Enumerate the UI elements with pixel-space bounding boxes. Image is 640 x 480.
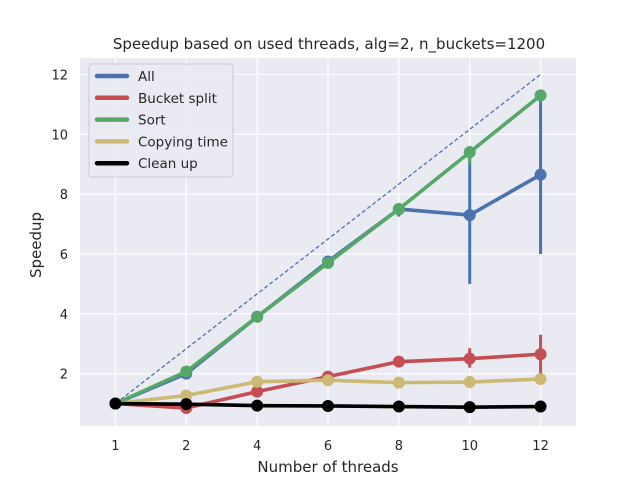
data-point bbox=[322, 399, 334, 412]
legend-label: Sort bbox=[138, 113, 166, 129]
legend-label: Clean up bbox=[138, 156, 198, 172]
x-tick-label: 8 bbox=[395, 439, 403, 454]
data-point bbox=[463, 146, 476, 159]
x-tick-label: 12 bbox=[532, 439, 549, 454]
data-point bbox=[534, 89, 547, 102]
data-point bbox=[322, 374, 334, 387]
y-tick-label: 6 bbox=[60, 248, 68, 263]
data-point bbox=[392, 203, 405, 216]
data-point bbox=[534, 168, 547, 181]
y-tick-label: 8 bbox=[60, 188, 68, 203]
data-point bbox=[180, 398, 193, 411]
data-point bbox=[463, 401, 476, 414]
y-tick-labels: 2 4 6 8 10 12 bbox=[51, 68, 68, 382]
data-point bbox=[251, 385, 264, 398]
series-sort bbox=[109, 89, 547, 410]
series-group bbox=[109, 89, 547, 415]
x-tick-label: 6 bbox=[324, 439, 332, 454]
ideal-speedup-line bbox=[115, 73, 541, 405]
x-tick-label: 2 bbox=[182, 439, 190, 454]
legend-label: Bucket split bbox=[138, 91, 217, 107]
legend-label: Copying time bbox=[138, 134, 228, 150]
legend-label: All bbox=[138, 69, 155, 85]
chart-title: Speedup based on used threads, alg=2, n_… bbox=[113, 35, 545, 54]
data-point bbox=[180, 389, 193, 402]
data-point bbox=[251, 399, 264, 412]
data-point bbox=[322, 256, 334, 269]
legend-box bbox=[88, 63, 234, 178]
y-tick-label: 10 bbox=[51, 128, 68, 143]
data-point bbox=[534, 373, 547, 386]
data-point bbox=[180, 365, 193, 378]
data-point bbox=[392, 376, 405, 389]
legend: All Bucket split Sort Copying time Clean up bbox=[88, 63, 234, 178]
series-clean-up bbox=[109, 397, 547, 414]
data-point bbox=[534, 400, 547, 413]
x-axis-label: Number of threads bbox=[257, 458, 398, 476]
ideal-line bbox=[115, 73, 541, 405]
x-tick-label: 4 bbox=[253, 439, 261, 454]
data-point bbox=[463, 209, 476, 222]
data-point bbox=[251, 310, 264, 323]
data-point bbox=[251, 375, 264, 388]
data-point bbox=[392, 355, 405, 368]
y-tick-label: 2 bbox=[60, 368, 68, 383]
x-tick-label: 1 bbox=[111, 439, 119, 454]
data-point bbox=[109, 397, 122, 410]
data-point bbox=[534, 348, 547, 361]
data-point bbox=[463, 352, 476, 365]
x-tick-label: 10 bbox=[461, 439, 478, 454]
data-point bbox=[463, 376, 476, 389]
y-tick-label: 12 bbox=[51, 68, 68, 83]
y-axis-label: Speedup bbox=[27, 212, 45, 278]
y-tick-label: 4 bbox=[60, 308, 68, 323]
data-point bbox=[392, 400, 405, 413]
x-tick-labels: 1 2 4 6 8 10 12 bbox=[111, 439, 549, 454]
